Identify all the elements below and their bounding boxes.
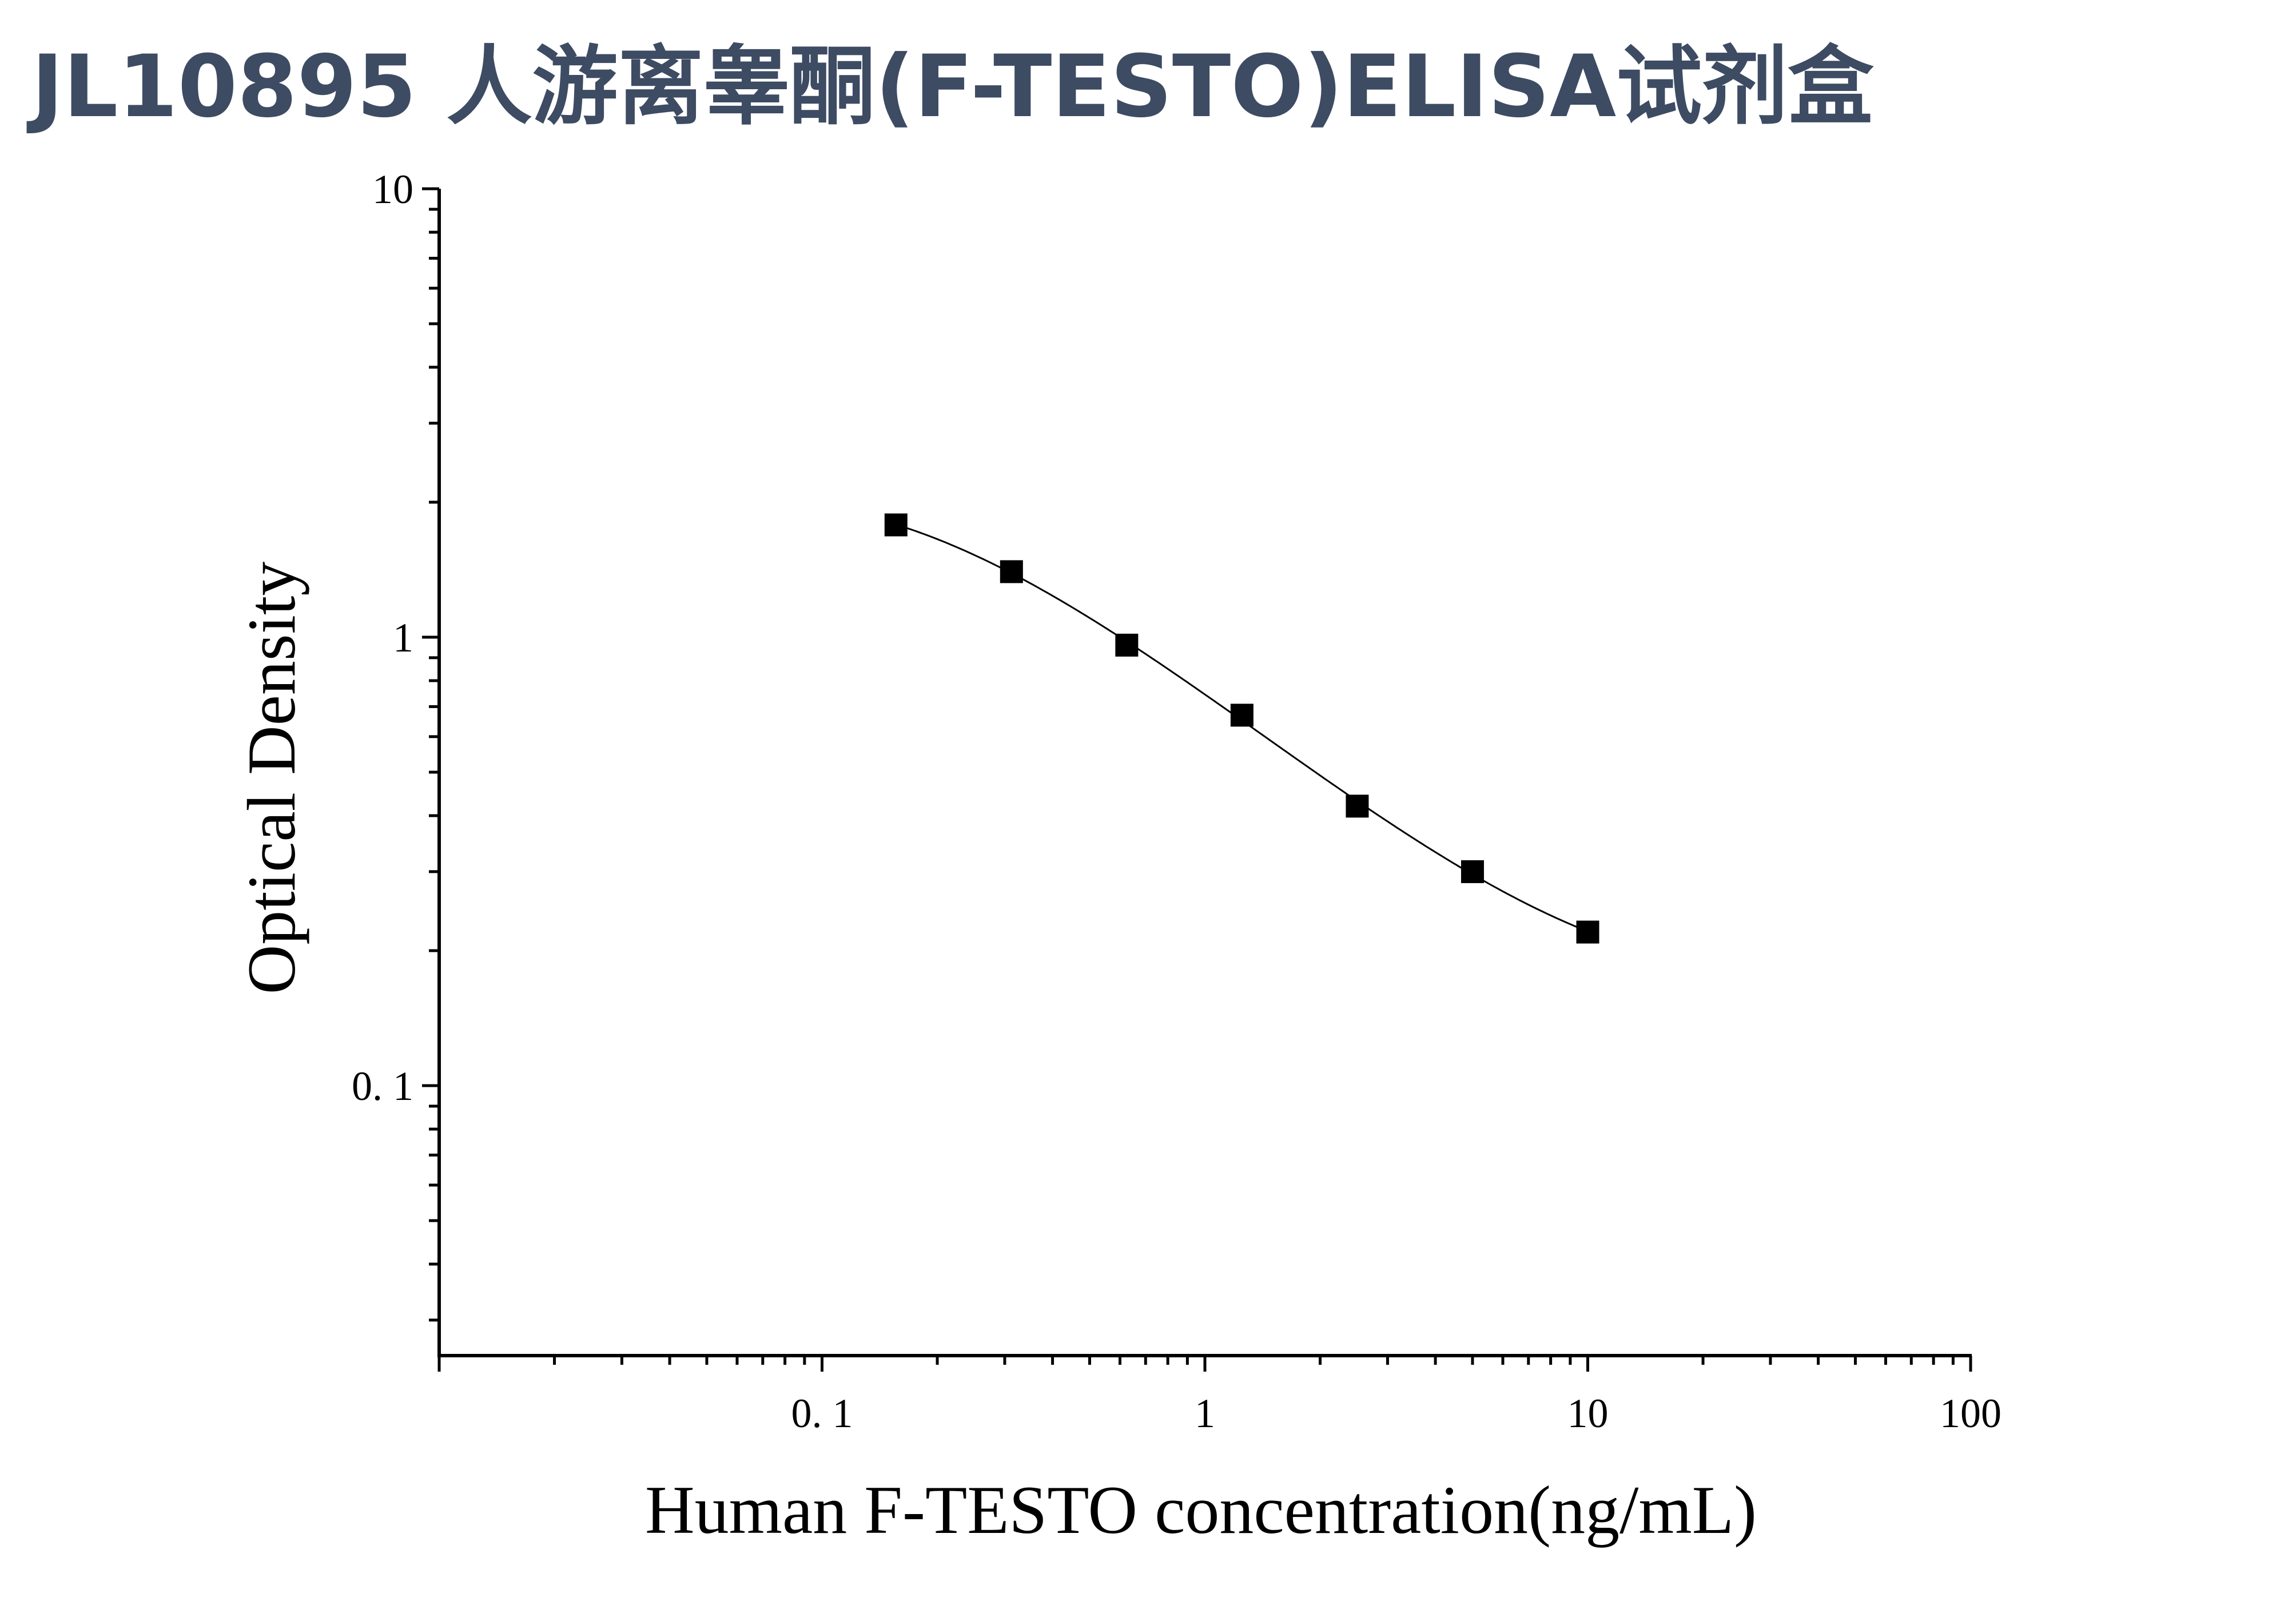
data-point (1576, 920, 1599, 944)
data-point (1230, 704, 1254, 727)
y-tick-label: 0. 1 (352, 1063, 413, 1109)
page-title: JL10895 人游离睾酮(F-TESTO)ELISA试剂盒 (31, 37, 1874, 137)
data-point (1346, 794, 1369, 818)
y-tick-label: 1 (393, 615, 413, 661)
fit-curve (896, 523, 1589, 932)
x-tick-label: 10 (1567, 1391, 1609, 1436)
data-points-layer (884, 513, 1599, 944)
x-tick-label: 1 (1195, 1391, 1215, 1436)
data-point (1000, 560, 1023, 583)
x-axis-title: Human F-TESTO concentration(ng/mL) (645, 1472, 1757, 1548)
y-axis-title: Optical Density (233, 562, 309, 995)
fit-curve-layer (896, 523, 1589, 932)
y-tick-label: 10 (372, 166, 413, 212)
x-tick-label: 100 (1940, 1391, 2001, 1436)
data-point (884, 513, 908, 537)
axes: 0. 1 1 10 100 0. 1 1 10 (352, 166, 2001, 1436)
data-point (1461, 860, 1484, 883)
x-tick-label: 0. 1 (791, 1391, 853, 1436)
data-point (1115, 633, 1139, 657)
